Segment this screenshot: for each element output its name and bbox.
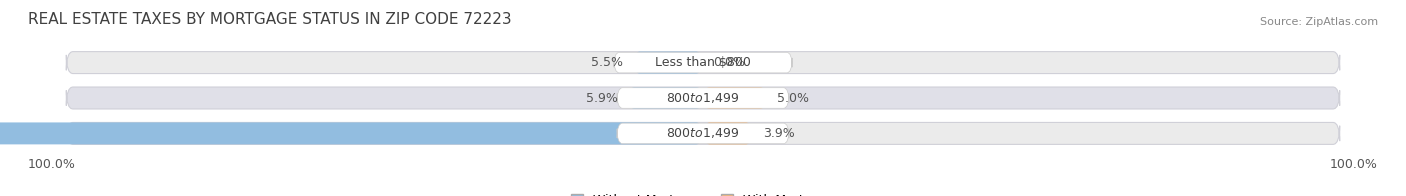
FancyBboxPatch shape <box>703 122 752 144</box>
FancyBboxPatch shape <box>66 87 1340 109</box>
Text: REAL ESTATE TAXES BY MORTGAGE STATUS IN ZIP CODE 72223: REAL ESTATE TAXES BY MORTGAGE STATUS IN … <box>28 12 512 27</box>
Text: 5.5%: 5.5% <box>591 56 623 69</box>
FancyBboxPatch shape <box>617 88 789 108</box>
Legend: Without Mortgage, With Mortgage: Without Mortgage, With Mortgage <box>571 194 835 196</box>
FancyBboxPatch shape <box>617 123 789 144</box>
FancyBboxPatch shape <box>633 52 703 74</box>
Text: 100.0%: 100.0% <box>1330 158 1378 171</box>
Text: 3.9%: 3.9% <box>763 127 794 140</box>
FancyBboxPatch shape <box>66 52 1340 74</box>
Text: Source: ZipAtlas.com: Source: ZipAtlas.com <box>1260 17 1378 27</box>
Text: $800 to $1,499: $800 to $1,499 <box>666 91 740 105</box>
FancyBboxPatch shape <box>703 87 766 109</box>
Text: $800 to $1,499: $800 to $1,499 <box>666 126 740 140</box>
FancyBboxPatch shape <box>628 87 703 109</box>
Text: Less than $800: Less than $800 <box>655 56 751 69</box>
FancyBboxPatch shape <box>614 52 792 73</box>
FancyBboxPatch shape <box>0 122 703 144</box>
Text: 100.0%: 100.0% <box>28 158 76 171</box>
Text: 0.0%: 0.0% <box>713 56 745 69</box>
FancyBboxPatch shape <box>66 122 1340 144</box>
Text: 5.0%: 5.0% <box>778 92 808 104</box>
Text: 5.9%: 5.9% <box>586 92 617 104</box>
